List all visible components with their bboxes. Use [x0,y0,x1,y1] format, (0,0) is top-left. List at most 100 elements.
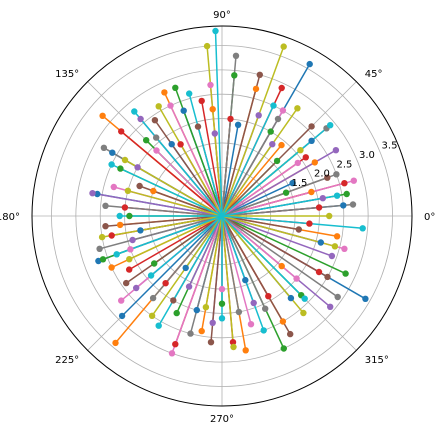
data-stem [221,215,265,331]
data-stem [221,55,237,217]
data-stem [221,215,252,325]
data-point [121,156,129,164]
data-point [133,284,140,292]
data-stem [128,215,223,271]
data-point [252,85,260,93]
data-point [280,345,287,352]
data-point [273,157,281,165]
data-point [333,171,340,178]
data-point [269,141,276,148]
data-point [327,303,334,310]
data-stem [133,111,223,217]
data-point [334,293,341,301]
data-point [147,272,155,279]
data-point [324,273,331,281]
data-point [315,204,323,211]
data-point [362,295,369,302]
data-point [218,315,226,322]
data-point [211,130,218,137]
data-stem [221,215,306,300]
data-stem [221,144,283,217]
data-point [332,147,340,154]
data-point [256,71,263,79]
data-point [242,276,249,284]
data-stem [221,118,279,217]
data-point [116,221,124,229]
data-point [301,295,308,302]
data-point [282,189,290,196]
data-stem [158,215,223,327]
data-point [203,42,211,50]
radial-tick-label: 1.5 [292,178,308,189]
data-point [117,165,124,172]
data-point [127,246,134,253]
data-point [148,312,156,319]
data-point [185,283,193,290]
data-point [308,188,315,196]
data-point [134,164,141,171]
data-point [349,201,357,208]
data-point [110,183,118,191]
data-point [108,161,115,168]
data-point [202,304,210,311]
data-stem [171,215,223,354]
data-stem [221,215,339,298]
angle-tick-label: 270° [210,414,234,425]
data-point [118,128,125,135]
data-stem [169,105,223,217]
data-stem [111,163,223,217]
data-stem [221,74,261,217]
data-stem [221,203,354,217]
data-point [194,123,202,130]
data-point [118,312,126,320]
data-point [308,123,315,130]
data-point [137,227,144,234]
data-point [326,212,333,220]
data-point [265,293,272,300]
data-point [131,108,138,115]
data-point [209,319,216,326]
data-point [153,134,160,141]
data-stem [221,215,299,231]
radial-tick-label: 3.5 [382,141,398,152]
data-point [102,223,109,230]
data-point [350,177,357,184]
data-point [173,309,180,317]
data-point [161,89,168,96]
data-point [274,115,282,123]
data-point [218,300,226,307]
data-point [124,187,132,194]
data-stem [221,215,333,257]
data-point [278,141,285,149]
angle-tick-label: 180° [0,212,20,223]
data-stem [200,100,223,217]
data-point [278,262,285,270]
data-point [317,239,324,246]
data-point [231,72,238,79]
data-point [315,268,323,276]
data-stem [221,215,266,310]
data-stem [221,215,235,348]
data-point [182,264,189,272]
data-point [168,141,175,148]
data-stem [105,215,223,227]
data-stem [221,162,299,217]
data-point [209,106,216,113]
data-point [155,322,162,329]
data-stem [214,30,223,217]
data-point [149,294,157,302]
data-point [96,245,103,252]
data-stem [221,46,285,217]
data-point [270,102,277,109]
data-point [121,204,129,211]
data-point [255,112,262,119]
data-point [229,339,237,346]
data-point [155,103,162,110]
data-point [186,90,193,97]
data-point [287,294,295,302]
data-stem [205,215,223,308]
data-point [151,260,158,267]
data-point [218,285,226,293]
data-point [319,195,326,202]
